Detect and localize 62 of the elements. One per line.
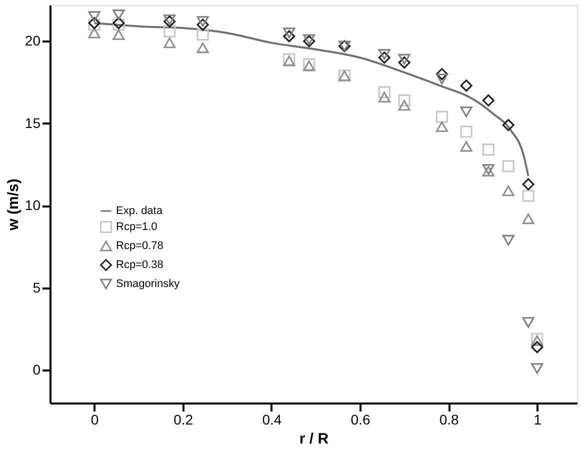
x-tick-label: 1: [534, 412, 542, 428]
x-tick-label: 0.6: [350, 412, 370, 428]
point: [378, 92, 390, 102]
point: [196, 28, 209, 41]
point: [460, 141, 472, 152]
point: [436, 121, 448, 132]
point: [502, 186, 514, 196]
y-tick-label: 10: [24, 197, 41, 214]
point: [398, 94, 410, 106]
point: [196, 16, 209, 27]
point: [283, 28, 296, 38]
point: [196, 18, 209, 31]
point: [502, 234, 514, 246]
point: [303, 34, 316, 45]
legend-label: Rcp=0.78: [116, 240, 164, 252]
point: [460, 80, 472, 92]
point: [112, 29, 125, 40]
point: [522, 213, 534, 224]
legend-label: Rcp=1.0: [116, 221, 158, 233]
point: [502, 160, 514, 172]
point: [522, 190, 534, 202]
x-tick-label: 0.2: [174, 412, 194, 428]
point: [522, 178, 534, 190]
point: [531, 335, 544, 346]
point: [112, 10, 125, 20]
point: [378, 49, 390, 60]
point: [88, 11, 100, 22]
point: [436, 74, 448, 84]
point: [460, 106, 472, 118]
point: [88, 28, 100, 38]
x-tick-label: 0.4: [262, 412, 282, 428]
x-axis-title: r / R: [299, 430, 329, 448]
y-tick-label: 0: [32, 362, 41, 378]
point: [398, 56, 410, 69]
point: [531, 363, 544, 374]
y-tick-label: 5: [32, 279, 41, 296]
point: [482, 94, 494, 106]
point: [398, 100, 410, 111]
point: [283, 56, 296, 66]
point: [502, 119, 514, 132]
point: [196, 42, 209, 54]
point: [378, 86, 390, 98]
point: [531, 341, 544, 354]
point: [378, 52, 390, 64]
legend-label: Smagorinsky: [116, 278, 180, 290]
point: [283, 30, 296, 42]
point: [398, 54, 410, 65]
point: [482, 144, 494, 156]
y-axis-title: w (m/s): [4, 178, 22, 232]
legend-label: Exp. data: [116, 205, 164, 217]
point: [303, 60, 316, 72]
y-tick-label: 20: [24, 32, 41, 49]
point: [164, 37, 176, 48]
x-tick-label: 0: [90, 412, 99, 428]
point: [164, 25, 176, 38]
point: [522, 317, 534, 328]
point: [460, 126, 472, 138]
point: [436, 68, 448, 80]
y-tick-label: 15: [24, 114, 41, 131]
point: [436, 110, 448, 123]
x-tick-label: 0.8: [439, 412, 460, 428]
legend-label: Rcp=0.38: [116, 259, 164, 271]
